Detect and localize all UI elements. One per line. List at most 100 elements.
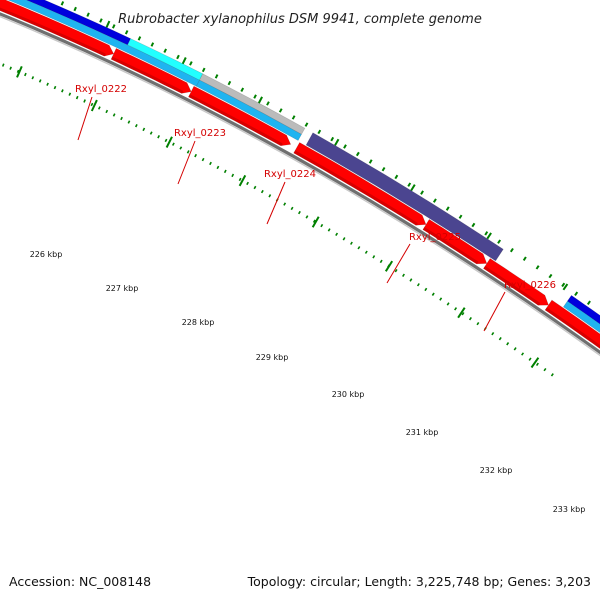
outer-tick — [355, 151, 360, 157]
outer-tick — [137, 36, 142, 41]
kbp-label: 232 kbp — [480, 466, 513, 475]
outer-tick — [586, 300, 591, 305]
inner-tick — [75, 95, 79, 100]
inner-tick — [216, 165, 220, 170]
inner-tick — [231, 173, 235, 178]
inner-tick — [550, 373, 554, 377]
inner-tick — [142, 127, 146, 132]
cds-arrow-shade — [188, 94, 283, 146]
outer-major-tick — [410, 184, 416, 192]
inner-tick — [506, 342, 510, 346]
inner-tick — [201, 157, 205, 162]
inner-tick — [402, 273, 405, 278]
inner-tick — [83, 99, 86, 103]
inner-tick — [335, 232, 339, 237]
outer-tick — [278, 108, 283, 113]
genome-summary-text: Topology: circular; Length: 3,225,748 bp… — [247, 574, 591, 589]
outer-tick — [124, 30, 129, 35]
cds-arrow-shade — [0, 7, 106, 57]
backbone-layer — [0, 12, 600, 357]
inner-tick — [543, 367, 547, 372]
outer-tick — [111, 24, 116, 29]
inner-major-tick — [457, 307, 466, 319]
gene-label: Rxyl_0222 — [75, 84, 127, 95]
inner-tick — [149, 131, 153, 135]
inner-major-tick — [165, 136, 173, 148]
feature-slate-blue — [305, 132, 504, 262]
inner-tick — [31, 76, 35, 80]
inner-major-tick — [530, 357, 540, 369]
inner-tick — [461, 312, 465, 316]
inner-tick — [194, 153, 198, 158]
outer-tick — [381, 166, 386, 172]
outer-tick — [484, 231, 489, 236]
inner-tick — [342, 237, 346, 241]
inner-tick — [290, 206, 294, 211]
inner-major-tick — [311, 216, 320, 228]
outer-tick — [304, 122, 309, 127]
gene-leader-line — [77, 96, 93, 141]
inner-tick — [327, 228, 331, 232]
inner-tick — [68, 92, 72, 96]
outer-major-tick — [181, 57, 187, 65]
inner-tick — [253, 185, 257, 190]
inner-major-tick — [238, 174, 247, 187]
tick-layer — [1, 0, 600, 377]
kbp-label: 226 kbp — [30, 250, 63, 259]
inner-tick — [439, 297, 443, 301]
inner-tick — [268, 194, 272, 198]
inner-tick — [260, 189, 264, 194]
outer-major-tick — [105, 20, 111, 28]
inner-tick — [394, 268, 398, 273]
inner-tick — [171, 142, 175, 146]
inner-tick — [283, 202, 287, 206]
inner-tick — [298, 210, 301, 215]
outer-tick — [343, 144, 347, 149]
inner-tick — [134, 124, 138, 128]
inner-tick — [157, 135, 161, 139]
outer-tick — [522, 256, 527, 261]
outer-tick — [432, 198, 437, 203]
inner-tick — [424, 287, 428, 292]
inner-tick — [90, 102, 94, 107]
outer-tick — [574, 291, 579, 296]
map-title: Rubrobacter xylanophilus DSM 9941, compl… — [118, 12, 482, 27]
backbone-line — [0, 12, 600, 355]
inner-tick — [379, 259, 383, 264]
gene-leader-line — [177, 140, 196, 185]
cds-arrow — [0, 0, 115, 57]
inner-tick — [305, 215, 309, 219]
outer-tick — [509, 247, 514, 253]
inner-tick — [431, 292, 435, 296]
inner-tick — [498, 336, 502, 341]
outer-tick — [458, 214, 463, 219]
feature-lightblue-right — [562, 300, 600, 334]
inner-major-tick — [90, 99, 98, 112]
gene-leader-line — [386, 243, 411, 284]
feature-layer — [0, 0, 600, 349]
inner-tick — [320, 223, 324, 228]
inner-tick — [1, 63, 5, 67]
outer-tick — [253, 94, 257, 99]
inner-tick — [491, 331, 495, 336]
cds-arrow-shade — [545, 307, 600, 349]
inner-tick — [535, 362, 539, 367]
outer-tick — [471, 222, 476, 228]
outer-tick — [163, 48, 167, 53]
outer-tick — [445, 206, 450, 211]
cds-arrow — [110, 47, 192, 94]
inner-tick — [409, 278, 413, 282]
gene-leader-line — [266, 181, 286, 225]
inner-major-tick — [16, 66, 23, 78]
inner-tick — [179, 146, 183, 150]
inner-tick — [53, 85, 57, 90]
outer-tick — [189, 61, 193, 66]
inner-tick — [97, 106, 101, 110]
cds-arrow-shade — [422, 227, 479, 264]
gene-label: Rxyl_0224 — [264, 169, 316, 180]
cds-arrow — [293, 142, 427, 226]
inner-tick — [246, 181, 249, 186]
accession-text: Accession: NC_008148 — [9, 574, 151, 589]
inner-tick — [61, 89, 64, 93]
